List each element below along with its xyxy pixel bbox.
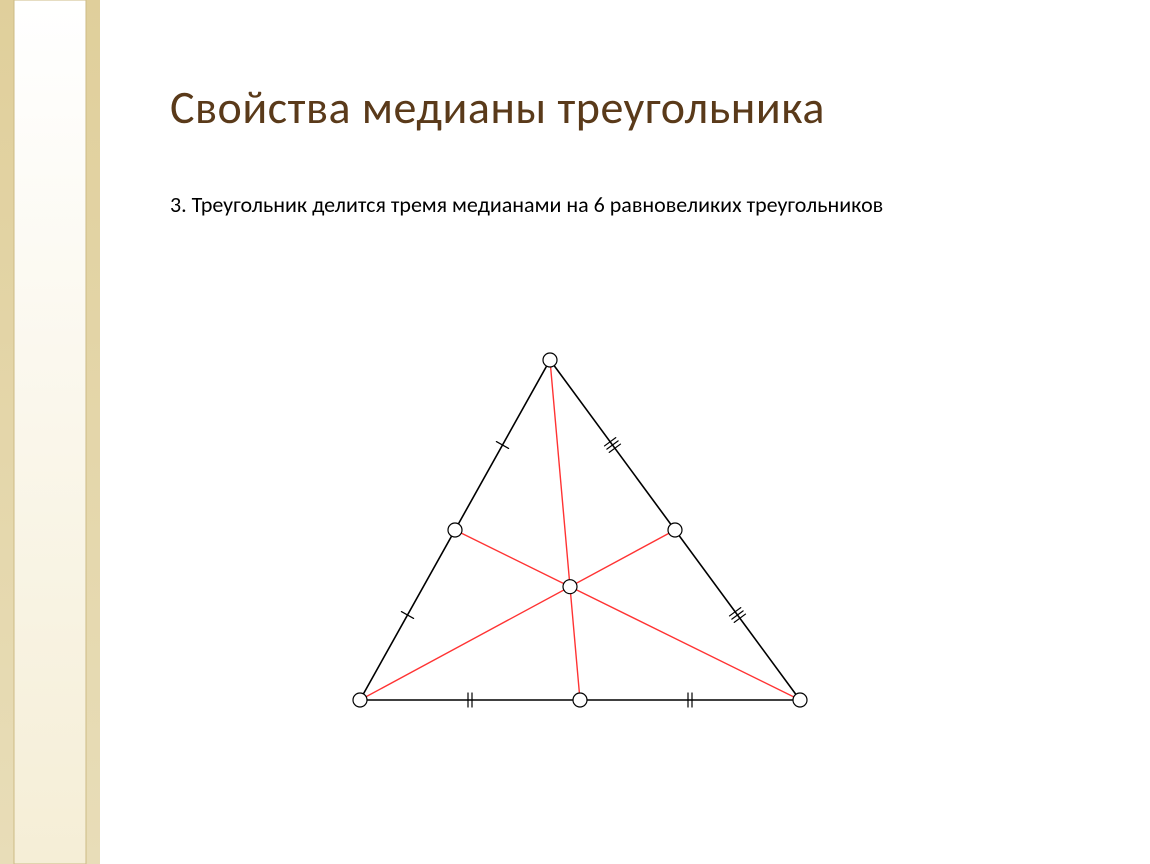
median-diagram — [300, 330, 860, 730]
slide: Свойства медианы треугольника 3. Треугол… — [0, 0, 1150, 864]
slide-body-text: 3. Треугольник делится тремя медианами н… — [170, 190, 1070, 220]
left-decorative-stripe — [0, 0, 100, 864]
diagram-svg — [300, 330, 860, 730]
stripe-svg — [0, 0, 100, 864]
slide-title: Свойства медианы треугольника — [170, 80, 1070, 136]
